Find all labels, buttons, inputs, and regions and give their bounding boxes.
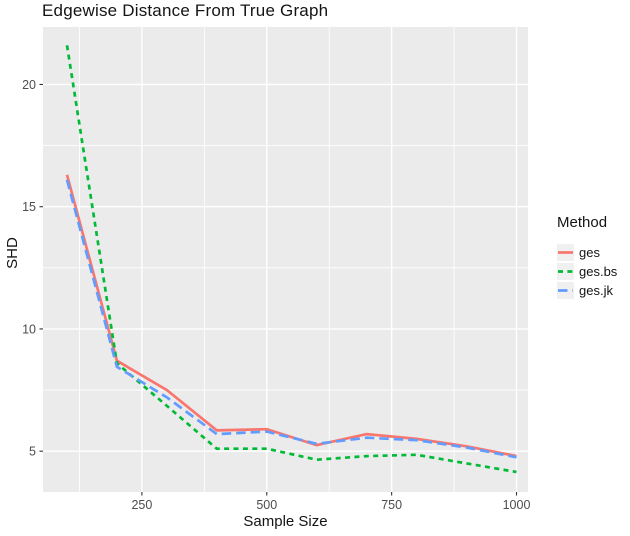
x-tick-label: 1000 [503, 498, 531, 512]
legend-title: Method [557, 214, 608, 231]
legend-item-ges-jk: ges.jk [557, 281, 617, 299]
legend-key-swatch [557, 262, 574, 280]
legend-item-label: ges.bs [579, 263, 618, 279]
legend-items: ges ges.bs ges.jk [557, 243, 617, 299]
plot-panel [43, 27, 528, 492]
legend-item-label: ges [579, 244, 600, 260]
x-tick-label: 750 [381, 498, 402, 512]
x-tick-label: 500 [256, 498, 277, 512]
chart-title: Edgewise Distance From True Graph [42, 1, 329, 20]
y-axis-title: SHD [4, 237, 21, 269]
x-tick-label: 250 [131, 498, 152, 512]
series-line-ges-jk [65, 179, 517, 459]
legend: Method ges ges.bs ges.jk [557, 214, 617, 300]
x-axis-title: Sample Size [243, 513, 328, 530]
y-tick-label: 15 [22, 200, 36, 214]
series-line-ges-bs [65, 45, 517, 474]
legend-item-ges: ges [557, 243, 617, 261]
y-tick-label: 20 [22, 78, 36, 92]
legend-item-ges-bs: ges.bs [557, 262, 617, 280]
legend-item-label: ges.jk [579, 282, 613, 298]
legend-key-swatch [557, 281, 574, 299]
y-tick-label: 10 [22, 322, 36, 336]
y-tick-label: 5 [29, 445, 36, 459]
legend-key-swatch [557, 243, 574, 261]
